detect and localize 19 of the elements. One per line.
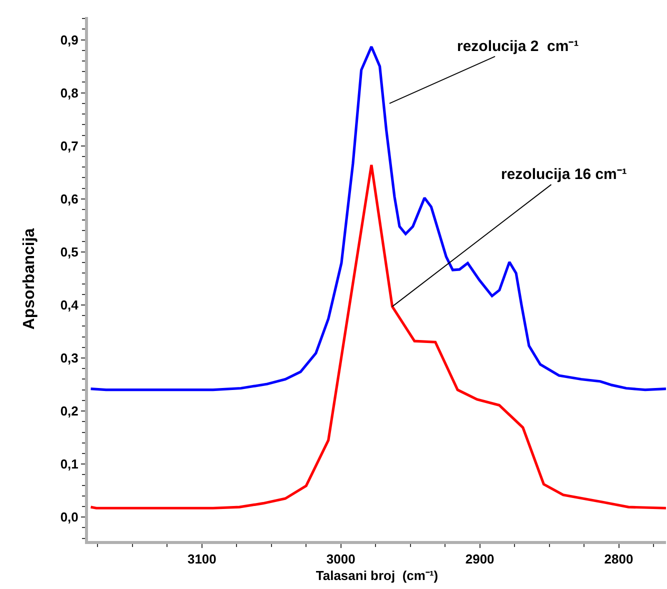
y-tick-label: 0,8 xyxy=(60,85,78,100)
x-tick-label: 2800 xyxy=(604,552,634,567)
annotation: rezolucija 16 cm⁻¹ xyxy=(501,166,627,183)
y-tick-label: 0,9 xyxy=(60,32,78,48)
x-tick-label: 2900 xyxy=(465,552,494,567)
y-axis-title: Apsorbancija xyxy=(21,228,38,330)
y-tick-label: 0,7 xyxy=(60,138,78,154)
x-axis-title: Talasani broj (cm⁻¹) xyxy=(316,568,438,584)
y-tick-label: 0,3 xyxy=(60,350,78,366)
line-series xyxy=(89,164,666,510)
y-tick-label: 0,6 xyxy=(60,191,78,206)
y-tick-label: 0,2 xyxy=(60,404,78,419)
x-tick-label: 3100 xyxy=(187,552,216,567)
y-tick-label: 0,5 xyxy=(60,244,78,260)
x-tick-label: 3000 xyxy=(326,552,356,567)
y-tick-label: 0,1 xyxy=(60,456,78,472)
y-tick-label: 0,4 xyxy=(60,298,80,313)
y-tick-label: 0,0 xyxy=(60,510,78,525)
annotation: rezolucija 2 cm⁻¹ xyxy=(457,38,579,55)
